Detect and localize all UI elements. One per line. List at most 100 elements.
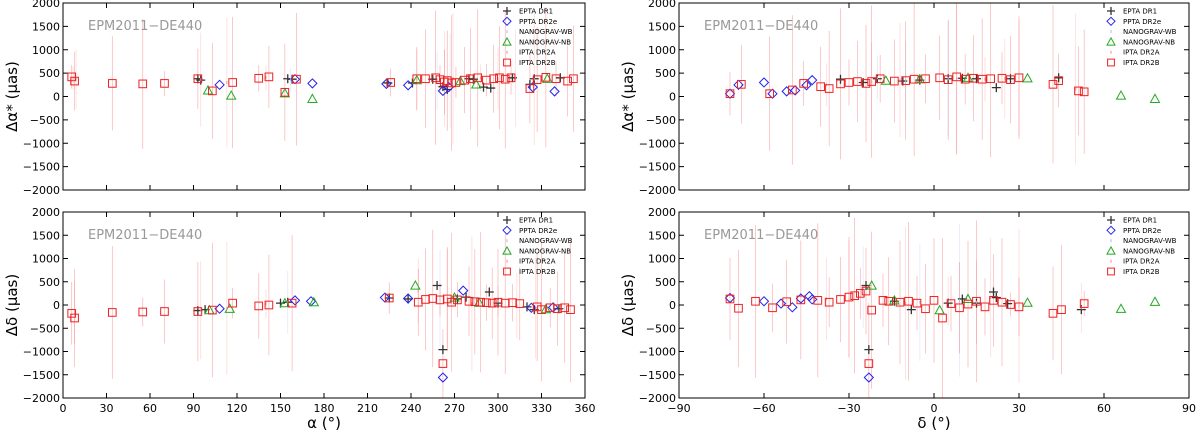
legend-label: EPTA DR1: [1123, 217, 1157, 225]
x-tick-label: 90: [1182, 402, 1196, 415]
series-nanograv-nb: [204, 279, 552, 315]
legend-label: IPTA DR2B: [519, 59, 556, 67]
x-tick-label: 240: [401, 402, 422, 415]
legend: EPTA DR1 PPTA DR2e NANOGRAV-WB NANOGRAV-NB I…: [502, 216, 573, 276]
data-point: [997, 297, 1007, 307]
y-tick-label: 500: [655, 67, 676, 80]
data-point: [1048, 309, 1058, 318]
x-tick-label: 60: [143, 402, 157, 415]
data-point: [482, 298, 491, 308]
y-tick-label: 1000: [32, 253, 60, 266]
legend-label: IPTA DR2B: [1123, 59, 1160, 67]
y-tick-label: −2000: [639, 392, 676, 405]
y-tick-label: 2000: [32, 206, 60, 219]
data-point: [969, 73, 978, 83]
x-tick-label: 150: [270, 402, 291, 415]
data-point: [844, 292, 854, 302]
series-ipta-dr2a: [825, 76, 1077, 91]
y-tick-label: −500: [30, 322, 60, 335]
data-point: [515, 299, 525, 308]
data-point: [850, 291, 859, 301]
data-point: [107, 308, 117, 317]
data-point: [1115, 90, 1127, 100]
legend-marker: [1107, 58, 1115, 67]
data-point: [384, 293, 394, 303]
data-point: [500, 74, 510, 84]
data-point: [768, 303, 777, 313]
panel-top-left: 2000 1500 1000 500 0 −500 −1000 −1500 −2000 Δα* (…: [3, 0, 586, 197]
data-point: [287, 74, 297, 84]
data-point: [856, 289, 865, 298]
data-point: [489, 74, 498, 84]
legend-label: NANOGRAV-NB: [519, 247, 571, 255]
data-point: [813, 296, 823, 305]
x-tick-label: 300: [488, 402, 509, 415]
series-ipta-dr2a: [74, 289, 537, 314]
data-point: [751, 296, 760, 306]
series-nanograv-nb: [880, 72, 1161, 103]
y-tick-label: −1000: [23, 346, 60, 359]
data-point: [487, 298, 497, 308]
x-tick-label: 330: [531, 402, 552, 415]
legend-label: EPTA DR1: [519, 8, 553, 16]
y-tick-label: 1000: [648, 44, 676, 57]
data-point: [228, 298, 237, 308]
data-point: [379, 292, 391, 303]
data-point: [402, 293, 414, 304]
data-point: [138, 307, 148, 317]
x-tick-label: 0: [931, 402, 938, 415]
panel-annotation: EPM2011−DE440: [88, 19, 202, 34]
data-point: [193, 74, 203, 84]
legend-label: IPTA DR2A: [1123, 258, 1160, 266]
y-tick-label: 0: [53, 91, 60, 104]
data-point: [287, 298, 297, 308]
data-point: [464, 296, 474, 306]
data-point: [454, 75, 466, 86]
y-tick-label: 1000: [648, 253, 676, 266]
data-point: [193, 307, 203, 316]
data-point: [254, 301, 264, 311]
x-tick-label: 0: [60, 402, 67, 415]
y-tick-label: −1500: [23, 161, 60, 174]
data-point: [560, 303, 570, 313]
series-ppta-dr2e: [214, 285, 559, 383]
data-point: [986, 74, 995, 84]
series-nanograv-wb: [876, 76, 949, 83]
data-point: [279, 87, 291, 98]
legend: EPTA DR1 PPTA DR2e NANOGRAV-WB NANOGRAV-NB I…: [1106, 7, 1177, 67]
data-point: [264, 72, 274, 82]
data-point: [804, 290, 815, 302]
data-point: [912, 298, 922, 308]
data-point: [411, 74, 423, 85]
data-point: [1079, 299, 1089, 308]
data-point: [878, 296, 888, 305]
y-tick-label: −2000: [639, 184, 676, 197]
data-point: [866, 279, 878, 290]
x-axis-label: δ (°): [917, 414, 950, 430]
legend-marker: [503, 7, 511, 15]
data-point: [280, 87, 290, 97]
data-point: [289, 73, 301, 85]
legend-label: PPTA DR2e: [519, 227, 557, 235]
y-tick-label: −1000: [639, 137, 676, 150]
y-axis-label: Δδ (μas): [619, 274, 637, 336]
data-point: [506, 73, 516, 83]
legend-label: NANOGRAV-WB: [519, 28, 573, 36]
legend-marker: [503, 216, 511, 224]
data-point: [806, 74, 818, 86]
data-point: [421, 74, 430, 84]
series-ipta-dr2b: [67, 72, 578, 97]
legend-marker: [1107, 7, 1115, 15]
panel-annotation: EPM2011−DE440: [88, 228, 202, 243]
data-point: [875, 74, 885, 84]
y-tick-label: 500: [39, 67, 60, 80]
x-tick-label: 90: [187, 402, 201, 415]
data-point: [460, 75, 469, 85]
data-point: [788, 85, 797, 95]
data-point: [437, 372, 449, 383]
data-point: [107, 79, 117, 88]
data-point: [909, 74, 919, 84]
legend-label: EPTA DR1: [1123, 8, 1157, 16]
data-point: [904, 296, 913, 306]
data-point: [381, 78, 392, 90]
